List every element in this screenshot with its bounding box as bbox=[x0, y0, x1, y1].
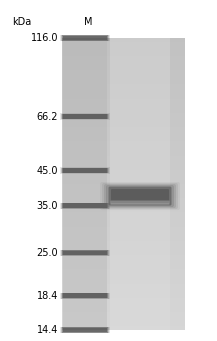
Bar bbox=[60, 167, 110, 174]
Text: 18.4: 18.4 bbox=[37, 291, 58, 301]
Bar bbox=[62, 35, 108, 41]
Bar bbox=[62, 327, 108, 332]
Bar bbox=[61, 250, 109, 256]
FancyBboxPatch shape bbox=[110, 201, 169, 205]
Bar bbox=[60, 203, 110, 209]
Bar bbox=[61, 293, 109, 298]
FancyBboxPatch shape bbox=[111, 189, 169, 203]
Bar bbox=[60, 113, 110, 120]
FancyBboxPatch shape bbox=[100, 182, 180, 210]
Bar bbox=[60, 293, 110, 299]
Bar bbox=[62, 250, 108, 255]
Bar bbox=[62, 114, 108, 119]
Text: 66.2: 66.2 bbox=[36, 112, 58, 121]
Bar bbox=[61, 114, 109, 119]
Bar bbox=[62, 203, 108, 208]
Bar bbox=[63, 328, 107, 332]
Bar bbox=[61, 203, 109, 209]
Bar bbox=[61, 35, 109, 41]
Bar bbox=[60, 35, 110, 41]
FancyBboxPatch shape bbox=[106, 185, 174, 207]
Text: M: M bbox=[84, 17, 92, 27]
Text: 116.0: 116.0 bbox=[31, 33, 58, 43]
Bar bbox=[63, 204, 107, 208]
Bar bbox=[63, 168, 107, 173]
Bar bbox=[63, 36, 107, 40]
Text: 45.0: 45.0 bbox=[36, 165, 58, 176]
Bar bbox=[63, 294, 107, 298]
FancyBboxPatch shape bbox=[102, 183, 178, 209]
Bar bbox=[60, 250, 110, 256]
Bar bbox=[60, 327, 110, 333]
Bar bbox=[110, 38, 170, 330]
Bar bbox=[63, 251, 107, 255]
Bar bbox=[61, 168, 109, 173]
Bar bbox=[63, 114, 107, 119]
Bar bbox=[62, 293, 108, 298]
Text: 35.0: 35.0 bbox=[36, 201, 58, 211]
Text: 25.0: 25.0 bbox=[36, 248, 58, 258]
Text: kDa: kDa bbox=[12, 17, 32, 27]
Bar bbox=[62, 168, 108, 173]
FancyBboxPatch shape bbox=[108, 187, 171, 206]
Bar bbox=[63, 38, 107, 330]
FancyBboxPatch shape bbox=[104, 184, 176, 208]
Text: 14.4: 14.4 bbox=[37, 325, 58, 335]
Bar bbox=[61, 327, 109, 333]
